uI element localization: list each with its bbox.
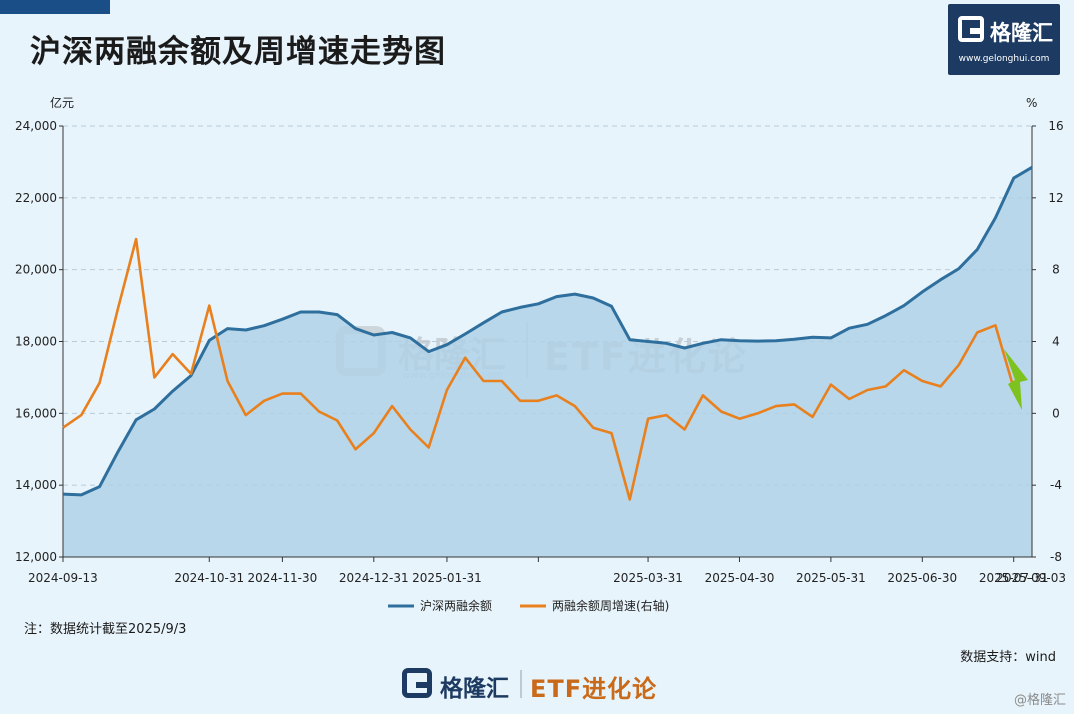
header-accent-bar xyxy=(0,0,110,14)
x-tick-label: 2025-05-31 xyxy=(796,571,866,585)
highlight-arrow xyxy=(1004,349,1028,410)
x-tick-label: 2025-03-31 xyxy=(613,571,683,585)
right-y-tick-label: -4 xyxy=(1050,478,1062,492)
footer-brand-name: 格隆汇 xyxy=(440,676,509,702)
x-tick-label: 2024-12-31 xyxy=(339,571,409,585)
data-source: 数据支持：wind xyxy=(960,650,1056,665)
g-logo-icon xyxy=(958,16,984,42)
left-y-tick-label: 22,000 xyxy=(15,191,57,205)
legend-label-balance: 沪深两融余额 xyxy=(420,598,492,613)
right-y-tick-label: 12 xyxy=(1048,191,1063,205)
balance-area xyxy=(63,167,1032,558)
corner-watermark: @格隆汇 xyxy=(1013,693,1066,708)
x-tick-label: 2024-09-13 xyxy=(28,571,98,585)
footer-column-name: ETF进化论 xyxy=(530,675,658,703)
x-tick-label: 2025-06-30 xyxy=(887,571,957,585)
left-axis-unit: 亿元 xyxy=(50,95,74,110)
left-y-tick-label: 16,000 xyxy=(15,406,57,420)
brand-logo: 格隆汇 www.gelonghui.com xyxy=(948,4,1060,75)
series-line-growth xyxy=(62,237,1015,501)
right-y-tick-label: -8 xyxy=(1050,550,1062,564)
right-y-tick-label: 8 xyxy=(1052,263,1060,277)
series-line-balance xyxy=(62,166,1033,497)
x-tick-label: 2025-01-31 xyxy=(412,571,482,585)
x-tick-label: 2025-09-03 xyxy=(996,571,1066,585)
brand-url: www.gelonghui.com xyxy=(958,54,1050,64)
footer-logo: 格隆汇 ETF进化论 xyxy=(402,664,672,704)
legend-label-growth: 两融余额周增速(右轴) xyxy=(552,598,669,613)
right-y-tick-label: 16 xyxy=(1048,119,1063,133)
left-y-tick-label: 24,000 xyxy=(15,119,57,133)
right-y-tick-label: 0 xyxy=(1052,406,1060,420)
left-y-tick-label: 18,000 xyxy=(15,335,57,349)
left-y-tick-label: 14,000 xyxy=(15,478,57,492)
right-y-tick-label: 4 xyxy=(1052,335,1060,349)
right-axis-unit: % xyxy=(1026,96,1037,110)
x-tick-label: 2024-11-30 xyxy=(248,571,318,585)
x-tick-label: 2025-07-31 xyxy=(979,571,1049,585)
left-y-tick-label: 12,000 xyxy=(15,550,57,564)
footer-g-icon xyxy=(402,668,432,698)
data-note: 注：数据统计截至2025/9/3 xyxy=(24,622,187,637)
chart-title: 沪深两融余额及周增速走势图 xyxy=(30,34,446,70)
footer-separator xyxy=(520,670,522,698)
left-y-tick-label: 20,000 xyxy=(15,263,57,277)
x-tick-label: 2024-10-31 xyxy=(174,571,244,585)
x-tick-label: 2025-04-30 xyxy=(705,571,775,585)
brand-name: 格隆汇 xyxy=(990,21,1053,45)
